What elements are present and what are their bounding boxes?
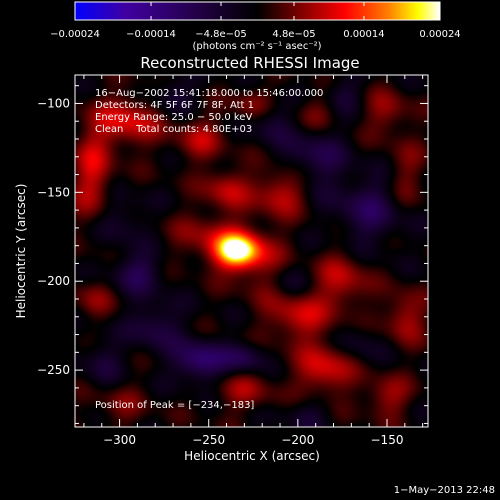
colorbar-ticks: −0.00024 −0.00014 −4.8e−05 4.8e−05 0.00014 0.… [50,2,461,40]
axis-ticks: −300 −250 −200 −150 −100 −150 −200 −250 [37,75,428,447]
y-tick-label-0: −100 [37,96,70,110]
colorbar-frame [74,1,441,21]
x-tick-label-2: −200 [281,433,314,447]
colorbar-tick-label-3: 4.8e−05 [272,29,315,40]
y-axis-label: Heliocentric Y (arcsec) [14,184,28,319]
colorbar-tick-label-0: −0.00024 [50,29,100,40]
x-tick-label-3: −150 [371,433,404,447]
x-axis-label: Heliocentric X (arcsec) [184,449,320,463]
plot-frame [74,74,429,428]
colorbar-tick-label-5: 0.00024 [419,29,460,40]
plot-area [75,75,428,427]
chart-title: Reconstructed RHESSI Image [140,54,359,72]
y-tick-label-3: −250 [37,363,70,377]
annotation-detectors: Detectors: 4F 5F 6F 7F 8F, Att 1 [95,100,254,111]
annotation-energy-range: Energy Range: 25.0 − 50.0 keV [95,112,252,123]
annotation-total-counts: Clean Total counts: 4.80E+03 [95,124,252,135]
colorbar: −0.00024 −0.00014 −4.8e−05 4.8e−05 0.00014 0.… [50,1,461,52]
colorbar-tick-label-4: 0.00014 [343,29,384,40]
colorbar-tick-label-1: −0.00014 [126,29,176,40]
colorbar-unit-label: (photons cm⁻² s⁻¹ asec⁻²) [192,41,321,52]
y-tick-label-2: −200 [37,274,70,288]
colorbar-gradient [75,2,440,20]
y-tick-label-1: −150 [37,185,70,199]
x-tick-label-1: −250 [192,433,225,447]
peak-position-label: Position of Peak = [−234,−183] [95,400,254,411]
annotation-time-range: 16−Aug−2002 15:41:18.000 to 15:46:00.000 [95,88,323,99]
colorbar-tick-label-2: −4.8e−05 [195,29,247,40]
annotation-block: 16−Aug−2002 15:41:18.000 to 15:46:00.000… [95,88,323,135]
x-tick-label-0: −300 [103,433,136,447]
plot-timestamp: 1−May−2013 22:48 [394,485,495,496]
